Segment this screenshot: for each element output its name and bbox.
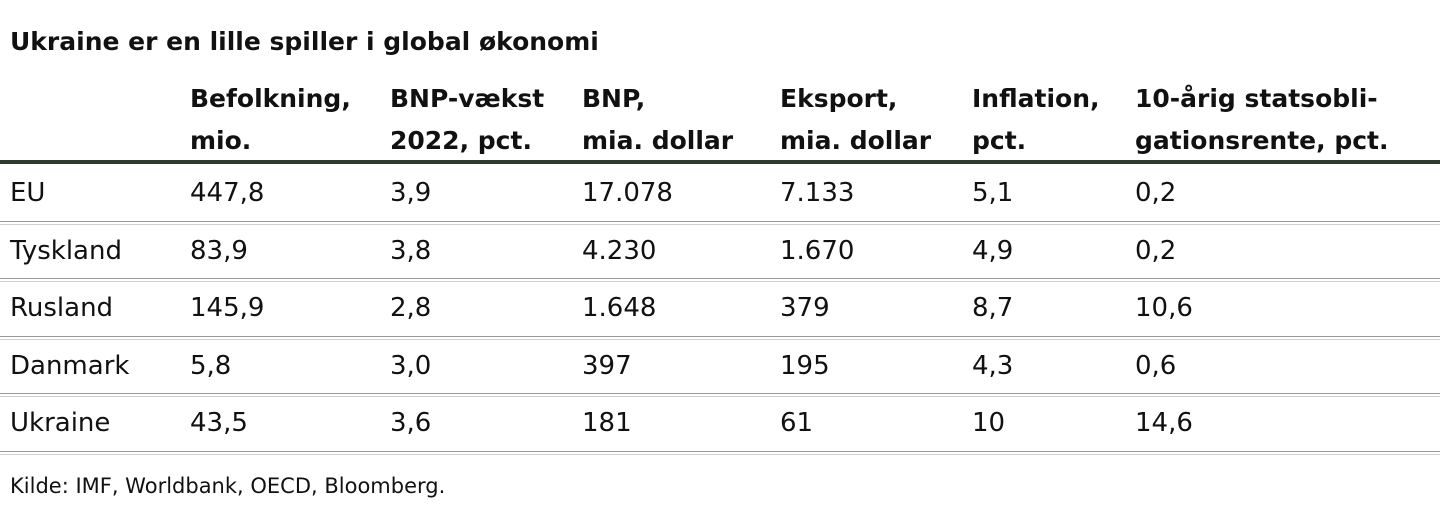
table-cell: 17.078 — [582, 178, 673, 208]
table-cell: 43,5 — [190, 408, 248, 438]
row-label: EU — [10, 178, 46, 208]
table-cell: 195 — [780, 350, 830, 381]
table-cell: 181 — [582, 408, 632, 438]
table-cell: 447,8 — [190, 178, 265, 208]
row-rule — [0, 335, 1440, 340]
table-cell: 5,1 — [972, 178, 1014, 208]
row-rule — [0, 278, 1440, 282]
table-cell: 1.648 — [582, 293, 657, 323]
table-cell: 3,9 — [390, 178, 432, 208]
column-header: Eksport, — [780, 84, 898, 113]
table-cell: 4.230 — [582, 235, 657, 266]
table-cell: 10 — [972, 408, 1006, 438]
column-header: 10-årig statsobli- — [1135, 84, 1378, 113]
table-title: Ukraine er en lille spiller i global øko… — [10, 27, 599, 56]
table-cell: 4,9 — [972, 235, 1014, 266]
table-cell: 397 — [582, 350, 632, 381]
table-cell: 3,0 — [390, 350, 432, 381]
row-rule — [0, 393, 1440, 397]
column-header: mia. dollar — [582, 126, 734, 155]
source-note: Kilde: IMF, Worldbank, OECD, Bloomberg. — [10, 474, 446, 498]
table-cell: 2,8 — [390, 293, 432, 323]
row-rule — [0, 220, 1440, 225]
table-cell: 0,2 — [1135, 235, 1177, 266]
column-header: mio. — [190, 126, 252, 155]
column-header: mia. dollar — [780, 126, 932, 155]
column-header: BNP, — [582, 84, 646, 113]
table-cell: 10,6 — [1135, 293, 1193, 323]
table-cell: 4,3 — [972, 350, 1014, 381]
row-rule — [0, 450, 1440, 455]
table-cell: 1.670 — [780, 235, 855, 266]
table-cell: 3,6 — [390, 408, 432, 438]
table-cell: 83,9 — [190, 235, 248, 266]
row-label: Danmark — [10, 350, 130, 381]
header-rule — [0, 160, 1440, 164]
table-cell: 3,8 — [390, 235, 432, 266]
table-cell: 145,9 — [190, 293, 265, 323]
table-cell: 5,8 — [190, 350, 232, 381]
column-header: Befolkning, — [190, 84, 351, 113]
row-label: Ukraine — [10, 408, 111, 438]
table-cell: 61 — [780, 408, 814, 438]
table-cell: 8,7 — [972, 293, 1014, 323]
column-header: BNP-vækst — [390, 84, 545, 113]
table-cell: 7.133 — [780, 178, 855, 208]
table-cell: 379 — [780, 293, 830, 323]
column-header: pct. — [972, 126, 1027, 155]
row-label: Tyskland — [10, 235, 122, 266]
table-cell: 14,6 — [1135, 408, 1193, 438]
table-cell: 0,6 — [1135, 350, 1177, 381]
column-header: gationsrente, pct. — [1135, 126, 1389, 155]
table-cell: 0,2 — [1135, 178, 1177, 208]
column-header: Inflation, — [972, 84, 1100, 113]
column-header: 2022, pct. — [390, 126, 532, 155]
row-label: Rusland — [10, 293, 114, 323]
